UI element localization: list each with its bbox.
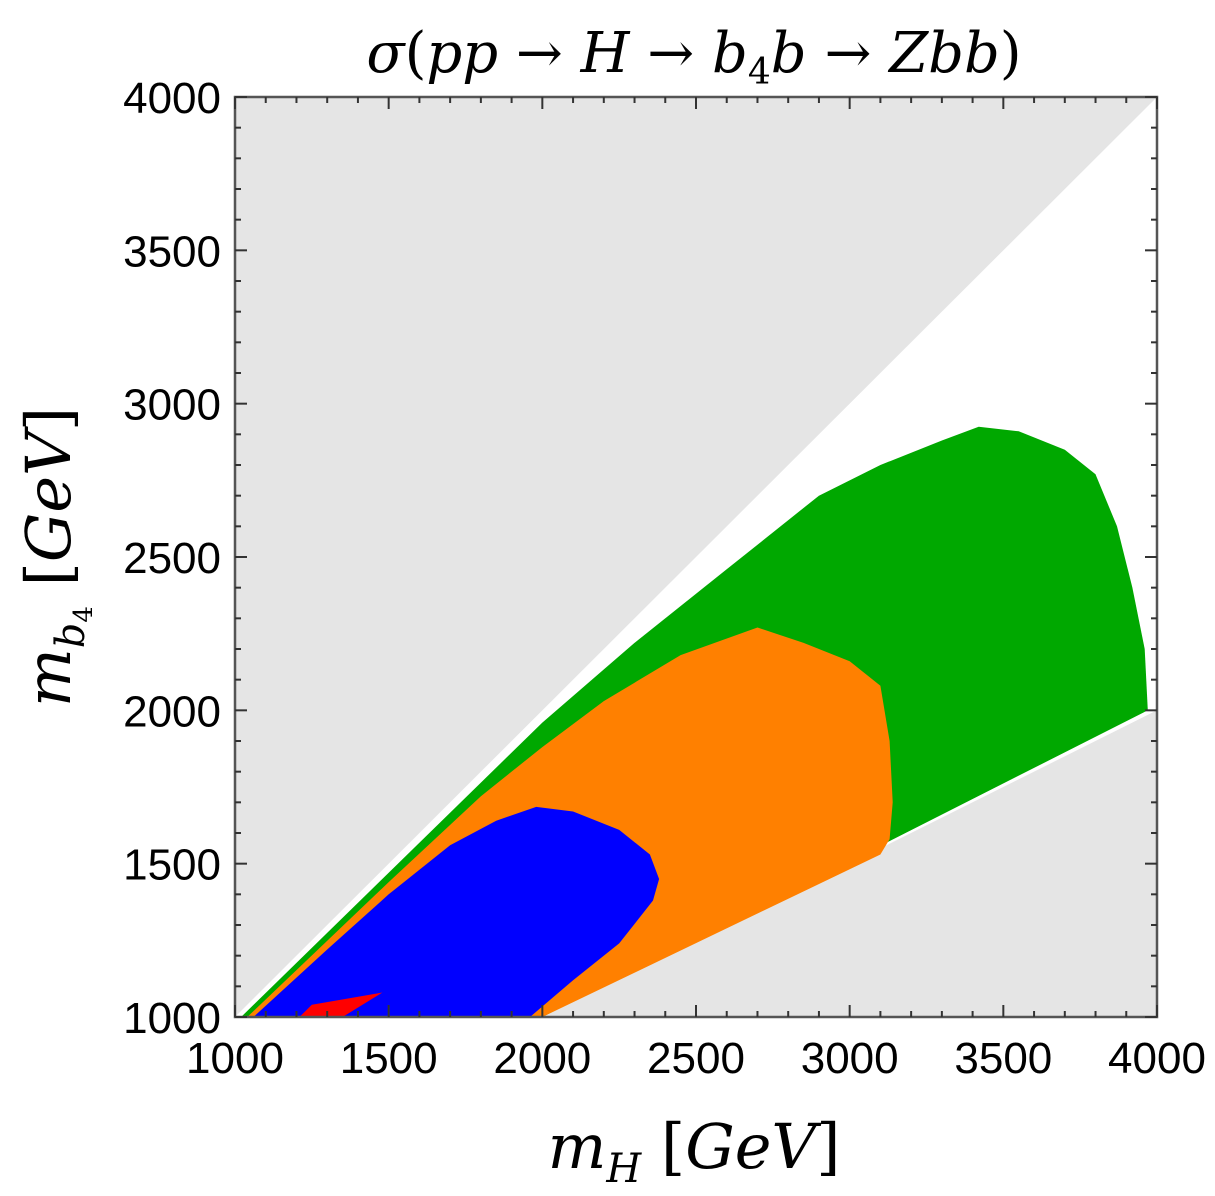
blue-region — [253, 806, 660, 1017]
y-tick-label: 3000 — [123, 381, 221, 430]
x-tick-label: 1500 — [340, 1034, 438, 1083]
x-tick-label: 4000 — [1108, 1034, 1206, 1083]
y-axis-label: mb4 [GeV] — [12, 407, 99, 707]
y-tick-label: 1500 — [123, 841, 221, 890]
x-tick-label: 3500 — [954, 1034, 1052, 1083]
red-region — [299, 992, 383, 1017]
y-tick-label: 3500 — [123, 227, 221, 276]
y-tick-label: 4000 — [123, 74, 221, 123]
x-tick-label: 2000 — [493, 1034, 591, 1083]
chart-title: σ(pp → H → b4b → Zbb) — [366, 21, 1021, 93]
y-tick-label: 2500 — [123, 534, 221, 583]
x-tick-label: 1000 — [186, 1034, 284, 1083]
y-tick-label: 2000 — [123, 687, 221, 736]
x-tick-label: 2500 — [647, 1034, 745, 1083]
x-tick-label: 3000 — [801, 1034, 899, 1083]
excluded-region-upper — [235, 97, 1157, 1017]
x-axis-label: mH [GeV] — [548, 1110, 841, 1192]
y-tick-label: 1000 — [123, 994, 221, 1043]
plot-area — [235, 97, 1157, 1017]
